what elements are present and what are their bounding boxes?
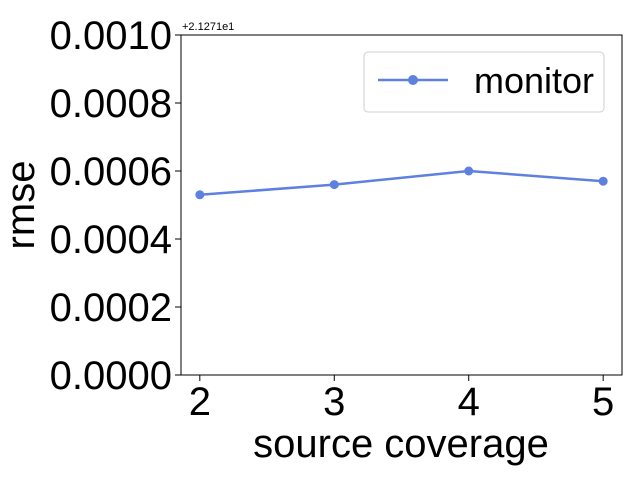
x-tick-label: 4: [458, 380, 480, 424]
y-tick-label: 0.0006: [50, 150, 172, 194]
y-axis-label: rmse: [0, 161, 43, 250]
x-axis-ticks: 2 3 4 5: [189, 375, 614, 424]
legend-frame: [363, 51, 605, 113]
x-tick-label: 2: [189, 380, 211, 424]
plot-frame: [180, 34, 623, 376]
series-point: [329, 180, 339, 190]
x-tick-label: 5: [592, 380, 614, 424]
legend-series-label: monitor: [474, 60, 594, 101]
x-tick-label: 3: [323, 380, 345, 424]
legend: monitor: [363, 51, 605, 113]
y-tick-label: 0.0000: [50, 354, 172, 398]
x-axis-label: source coverage: [253, 422, 549, 466]
y-tick-label: 0.0004: [50, 218, 172, 262]
series-line-0: [199, 169, 604, 197]
y-tick-label: 0.0010: [50, 14, 172, 58]
series-point: [464, 166, 474, 176]
legend-series-marker: [408, 75, 418, 85]
series-point: [598, 176, 608, 186]
series-point: [195, 190, 205, 200]
y-tick-label: 0.0002: [50, 286, 172, 330]
y-tick-label: 0.0008: [50, 82, 172, 126]
y-axis-ticks: 0.0000 0.0002 0.0004 0.0006 0.0008 0.0010: [50, 14, 181, 398]
y-offset-label: +2.1271e1: [182, 21, 234, 33]
series-layer: [195, 166, 608, 200]
